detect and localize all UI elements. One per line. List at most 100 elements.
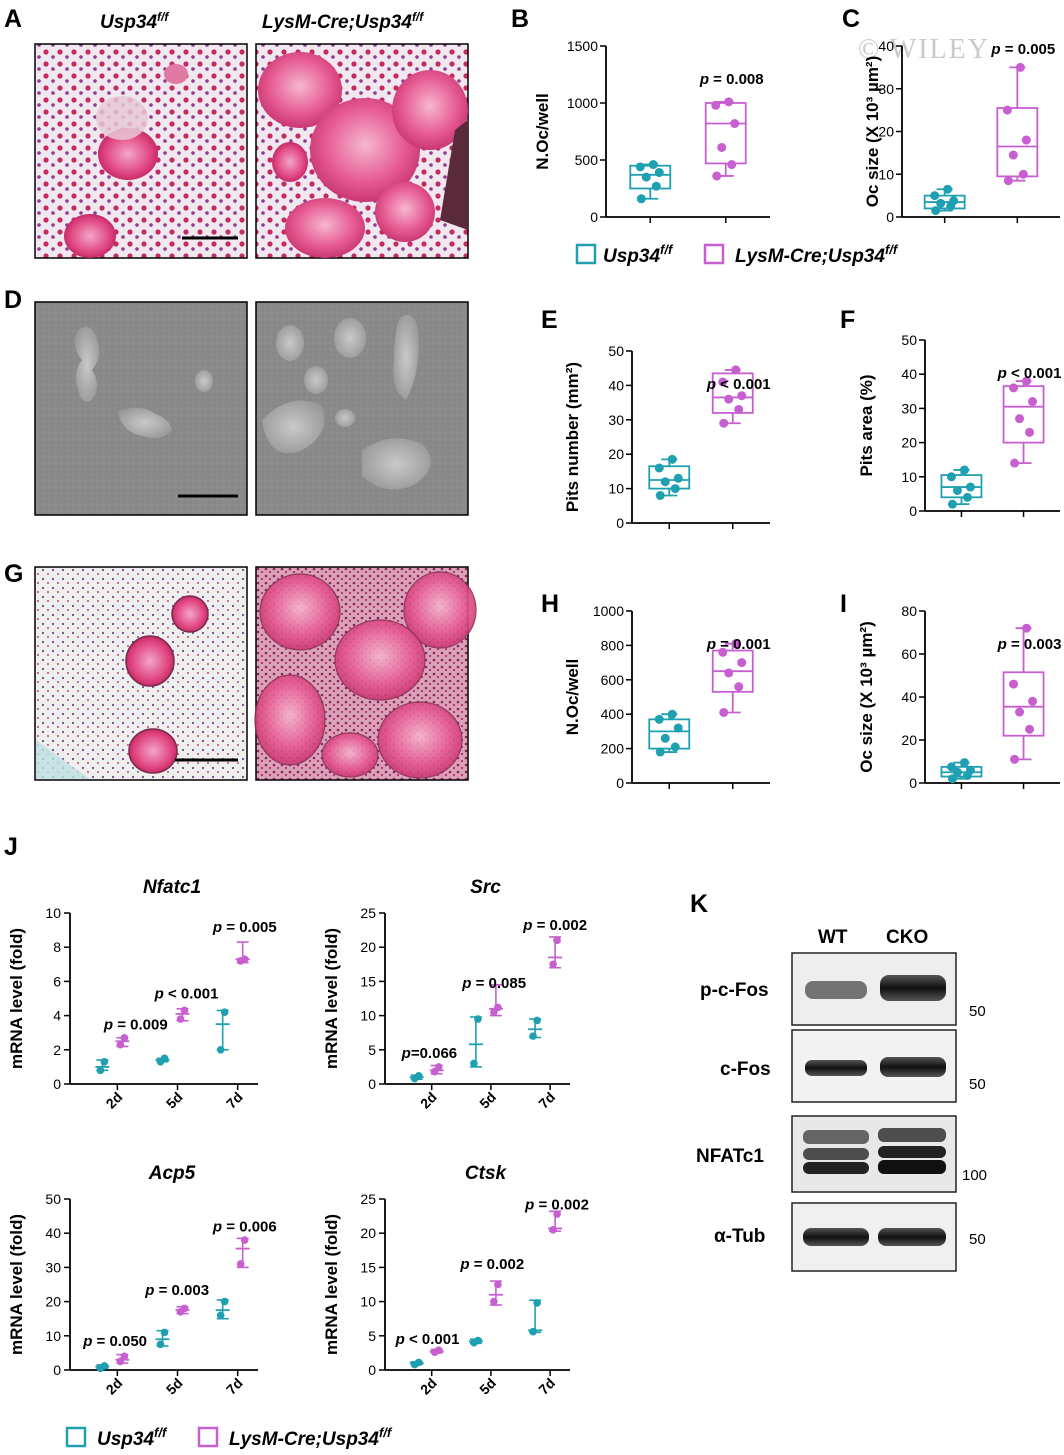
panel-a-left-title: Usp34f/f: [100, 10, 169, 33]
box-chart-f: 0 10 20 30 40 50 Pits area (%) p < 0.001: [857, 332, 1061, 519]
y-tick-label: 0: [368, 1076, 376, 1092]
blot-label-1: p-c-Fos: [700, 980, 769, 1001]
data-point: [731, 365, 741, 375]
blot-band-3a-wt: [803, 1130, 869, 1144]
legend-swatch-cko-bottom: [197, 1426, 219, 1448]
panel-letter-f: F: [840, 306, 855, 334]
data-point: [730, 119, 740, 129]
data-point: [724, 394, 734, 404]
x-tick-label: 5d: [163, 1375, 186, 1398]
data-point: [654, 463, 664, 473]
chart-title: Src: [470, 877, 501, 898]
y-tick-label: 1500: [567, 38, 598, 54]
data-point: [180, 1304, 189, 1313]
x-tick-label: 7d: [535, 1089, 558, 1112]
x-tick-label: 7d: [535, 1375, 558, 1398]
data-point: [737, 658, 747, 668]
legend-swatch-cko: [703, 243, 725, 265]
blot-band-3c-cko: [878, 1160, 946, 1174]
y-tick-label: 20: [608, 446, 624, 462]
blot-band-3b-wt: [803, 1148, 869, 1160]
sem-d-wt: [34, 301, 248, 516]
data-point: [648, 160, 658, 170]
y-tick-label: 600: [601, 672, 625, 688]
x-tick-label: 5d: [476, 1089, 499, 1112]
data-point: [1022, 623, 1032, 633]
data-point: [1028, 397, 1038, 407]
x-tick-label: 2d: [417, 1375, 440, 1398]
y-tick-label: 60: [901, 646, 917, 662]
micrograph-g-wt: [34, 566, 248, 781]
p-value-label: p < 0.001: [154, 986, 219, 1003]
data-point: [100, 1362, 109, 1370]
box-chart-b: 0 500 1000 1500 N.Oc/well p = 0.008: [533, 38, 770, 225]
y-tick-label: 15: [360, 1259, 376, 1275]
y-tick-label: 50: [608, 343, 624, 359]
data-point: [737, 391, 747, 401]
blot-marker-3: 100: [962, 1167, 987, 1184]
x-tick-label: 2d: [103, 1089, 126, 1112]
data-point: [160, 1328, 169, 1337]
y-tick-label: 40: [878, 38, 894, 54]
data-point: [641, 172, 651, 182]
data-point: [660, 733, 670, 743]
y-tick-label: 20: [901, 435, 917, 451]
data-point: [160, 1054, 169, 1063]
box: [648, 718, 691, 750]
y-tick-label: 20: [901, 732, 917, 748]
data-point: [930, 191, 940, 201]
y-axis-title: Pits area (%): [857, 374, 876, 476]
y-tick-label: 500: [575, 152, 599, 168]
y-tick-label: 400: [601, 706, 625, 722]
data-point: [1003, 176, 1013, 186]
y-tick-label: 5: [368, 1328, 376, 1344]
y-tick-label: 0: [590, 209, 598, 225]
p-value-label: p=0.066: [401, 1045, 457, 1062]
legend-bottom: Usp34f/f LysM-Cre;Usp34f/f: [65, 1425, 393, 1450]
y-tick-label: 6: [53, 973, 61, 989]
blot-band-2-wt: [805, 1060, 867, 1076]
data-point: [718, 377, 728, 387]
data-point: [719, 418, 729, 428]
panel-letter-b: B: [511, 5, 529, 33]
p-value-label: p = 0.002: [524, 1196, 589, 1213]
p-value-label: p < 0.001: [395, 1331, 460, 1348]
scatter-chart-j-ctsk: 0 5 10 15 20 25 mRNA level (fold) Ctsk 2d 5d 7d p <…: [322, 1163, 589, 1398]
blot-label-3: NFATc1: [696, 1146, 764, 1167]
data-point: [946, 472, 956, 482]
data-point: [731, 639, 741, 649]
blot-marker-1: 50: [969, 1003, 986, 1020]
data-point: [667, 454, 677, 464]
data-point: [156, 1340, 165, 1349]
blot-marker-4: 50: [969, 1231, 986, 1248]
p-value-label: p = 0.009: [103, 1016, 168, 1033]
data-point: [947, 774, 957, 784]
y-tick-label: 30: [45, 1259, 61, 1275]
data-point: [724, 668, 734, 678]
data-point: [962, 492, 972, 502]
data-point: [490, 1297, 498, 1306]
y-tick-label: 10: [608, 481, 624, 497]
data-point: [1021, 135, 1031, 145]
western-blot: WT CKO p-c-Fos 50 c-Fos 50 NFATc1 100 α-…: [696, 927, 987, 1272]
data-point: [660, 477, 670, 487]
y-tick-label: 10: [45, 1328, 61, 1344]
data-point: [220, 1008, 229, 1016]
y-tick-label: 10: [901, 469, 917, 485]
y-tick-label: 1000: [567, 95, 598, 111]
data-point: [1025, 427, 1035, 437]
data-point: [1018, 169, 1028, 179]
data-point: [533, 1016, 541, 1025]
data-point: [176, 1015, 185, 1023]
blot-band-2-cko: [880, 1057, 946, 1077]
data-point: [712, 171, 722, 181]
y-axis-title: mRNA level (fold): [7, 1214, 26, 1355]
y-axis-title: mRNA level (fold): [322, 928, 341, 1069]
data-point: [936, 198, 946, 208]
data-point: [220, 1297, 229, 1306]
blot-marker-2: 50: [969, 1076, 986, 1093]
blot-lane-cko: CKO: [886, 927, 928, 948]
y-tick-label: 0: [909, 775, 917, 791]
y-tick-label: 40: [45, 1225, 61, 1241]
data-point: [1009, 679, 1019, 689]
